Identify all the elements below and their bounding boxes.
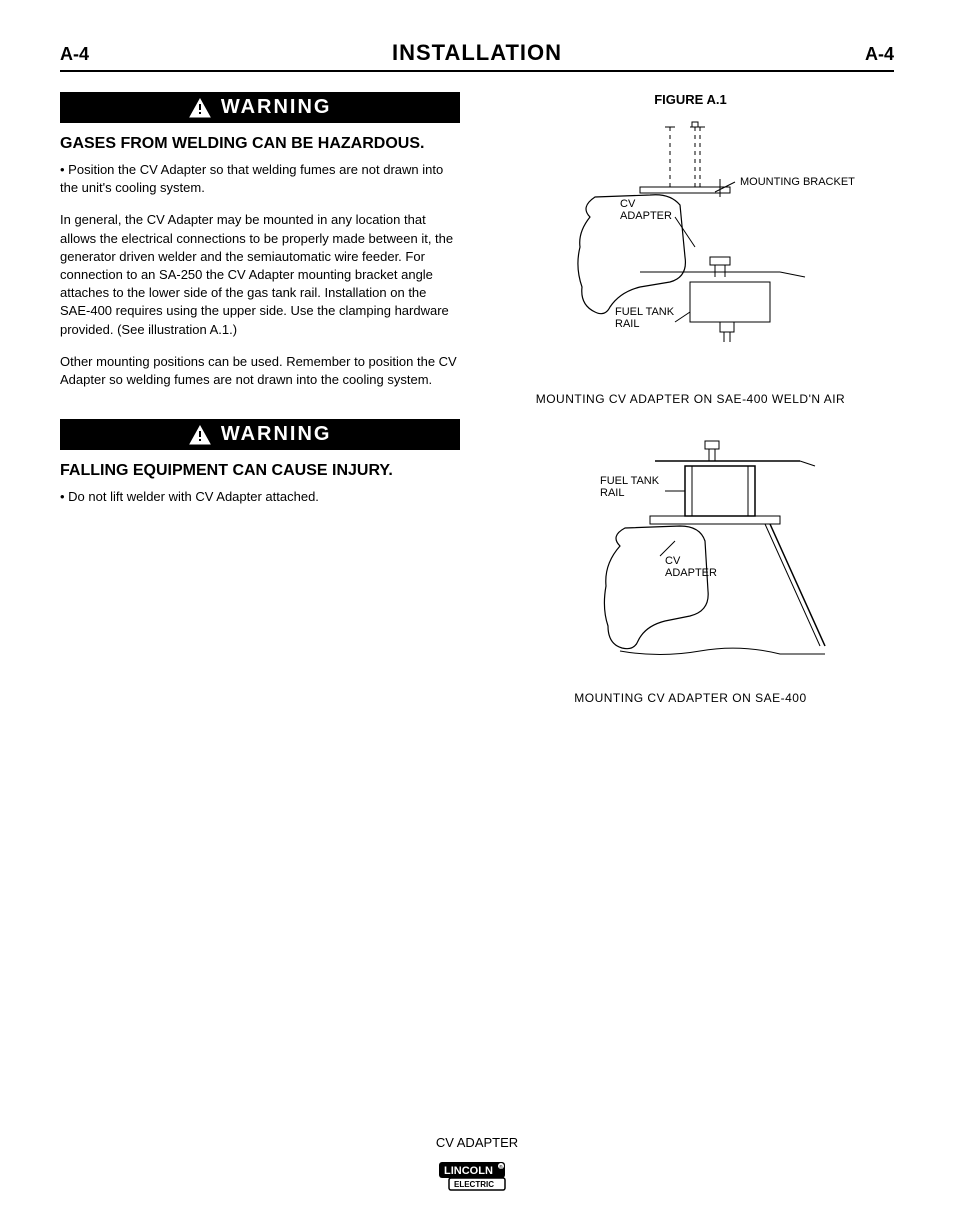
para-position-adapter: • Position the CV Adapter so that weldin… <box>60 161 460 197</box>
page-footer: CV ADAPTER LINCOLN ® ELECTRIC <box>0 1135 954 1197</box>
para-other-positions: Other mounting positions can be used. Re… <box>60 353 460 389</box>
warning-label: WARNING <box>221 423 332 446</box>
page-number-left: A-4 <box>60 44 89 65</box>
svg-text:LINCOLN: LINCOLN <box>444 1165 493 1177</box>
caption-sae400: MOUNTING CV ADAPTER ON SAE-400 <box>490 691 890 705</box>
hazard-heading-falling: FALLING EQUIPMENT CAN CAUSE INJURY. <box>60 462 460 480</box>
right-column: FIGURE A.1 MOUNTING BRACKET <box>490 92 890 735</box>
left-column: WARNING GASES FROM WELDING CAN BE HAZARD… <box>60 92 460 735</box>
diagram-sae400: FUEL TANK RAIL CV ADAPTER <box>530 436 850 676</box>
para-do-not-lift: • Do not lift welder with CV Adapter att… <box>60 488 460 506</box>
lincoln-electric-logo: LINCOLN ® ELECTRIC <box>437 1160 517 1197</box>
figure-title: FIGURE A.1 <box>490 92 890 107</box>
page-header: A-4 INSTALLATION A-4 <box>60 40 894 72</box>
label-mounting-bracket: MOUNTING BRACKET <box>740 176 855 188</box>
footer-model: CV ADAPTER <box>0 1135 954 1150</box>
figure-weldn-air: MOUNTING BRACKET CV ADAPTER <box>490 117 890 406</box>
warning-triangle-icon <box>189 425 211 445</box>
warning-bar-falling: WARNING <box>60 419 460 450</box>
label-cv-adapter-2: CV ADAPTER <box>665 555 717 579</box>
svg-text:ELECTRIC: ELECTRIC <box>454 1180 494 1189</box>
svg-text:®: ® <box>499 1164 503 1171</box>
para-mounting-general: In general, the CV Adapter may be mounte… <box>60 211 460 338</box>
diagram-weldn-air: MOUNTING BRACKET CV ADAPTER <box>520 117 860 377</box>
section-title: INSTALLATION <box>392 40 562 66</box>
warning-label: WARNING <box>221 96 332 119</box>
hazard-heading-gases: GASES FROM WELDING CAN BE HAZARDOUS. <box>60 135 460 153</box>
label-fuel-rail-2: FUEL TANK RAIL <box>600 475 662 499</box>
caption-weldn-air: MOUNTING CV ADAPTER ON SAE-400 WELD'N AI… <box>490 392 890 406</box>
warning-bar-gases: WARNING <box>60 92 460 123</box>
content-columns: WARNING GASES FROM WELDING CAN BE HAZARD… <box>60 92 894 735</box>
warning-triangle-icon <box>189 98 211 118</box>
label-cv-adapter-1: CV ADAPTER <box>620 198 672 222</box>
label-fuel-rail-1: FUEL TANK RAIL <box>615 306 677 330</box>
page-number-right: A-4 <box>865 44 894 65</box>
figure-sae400: FUEL TANK RAIL CV ADAPTER MOUNTING CV AD… <box>490 436 890 705</box>
